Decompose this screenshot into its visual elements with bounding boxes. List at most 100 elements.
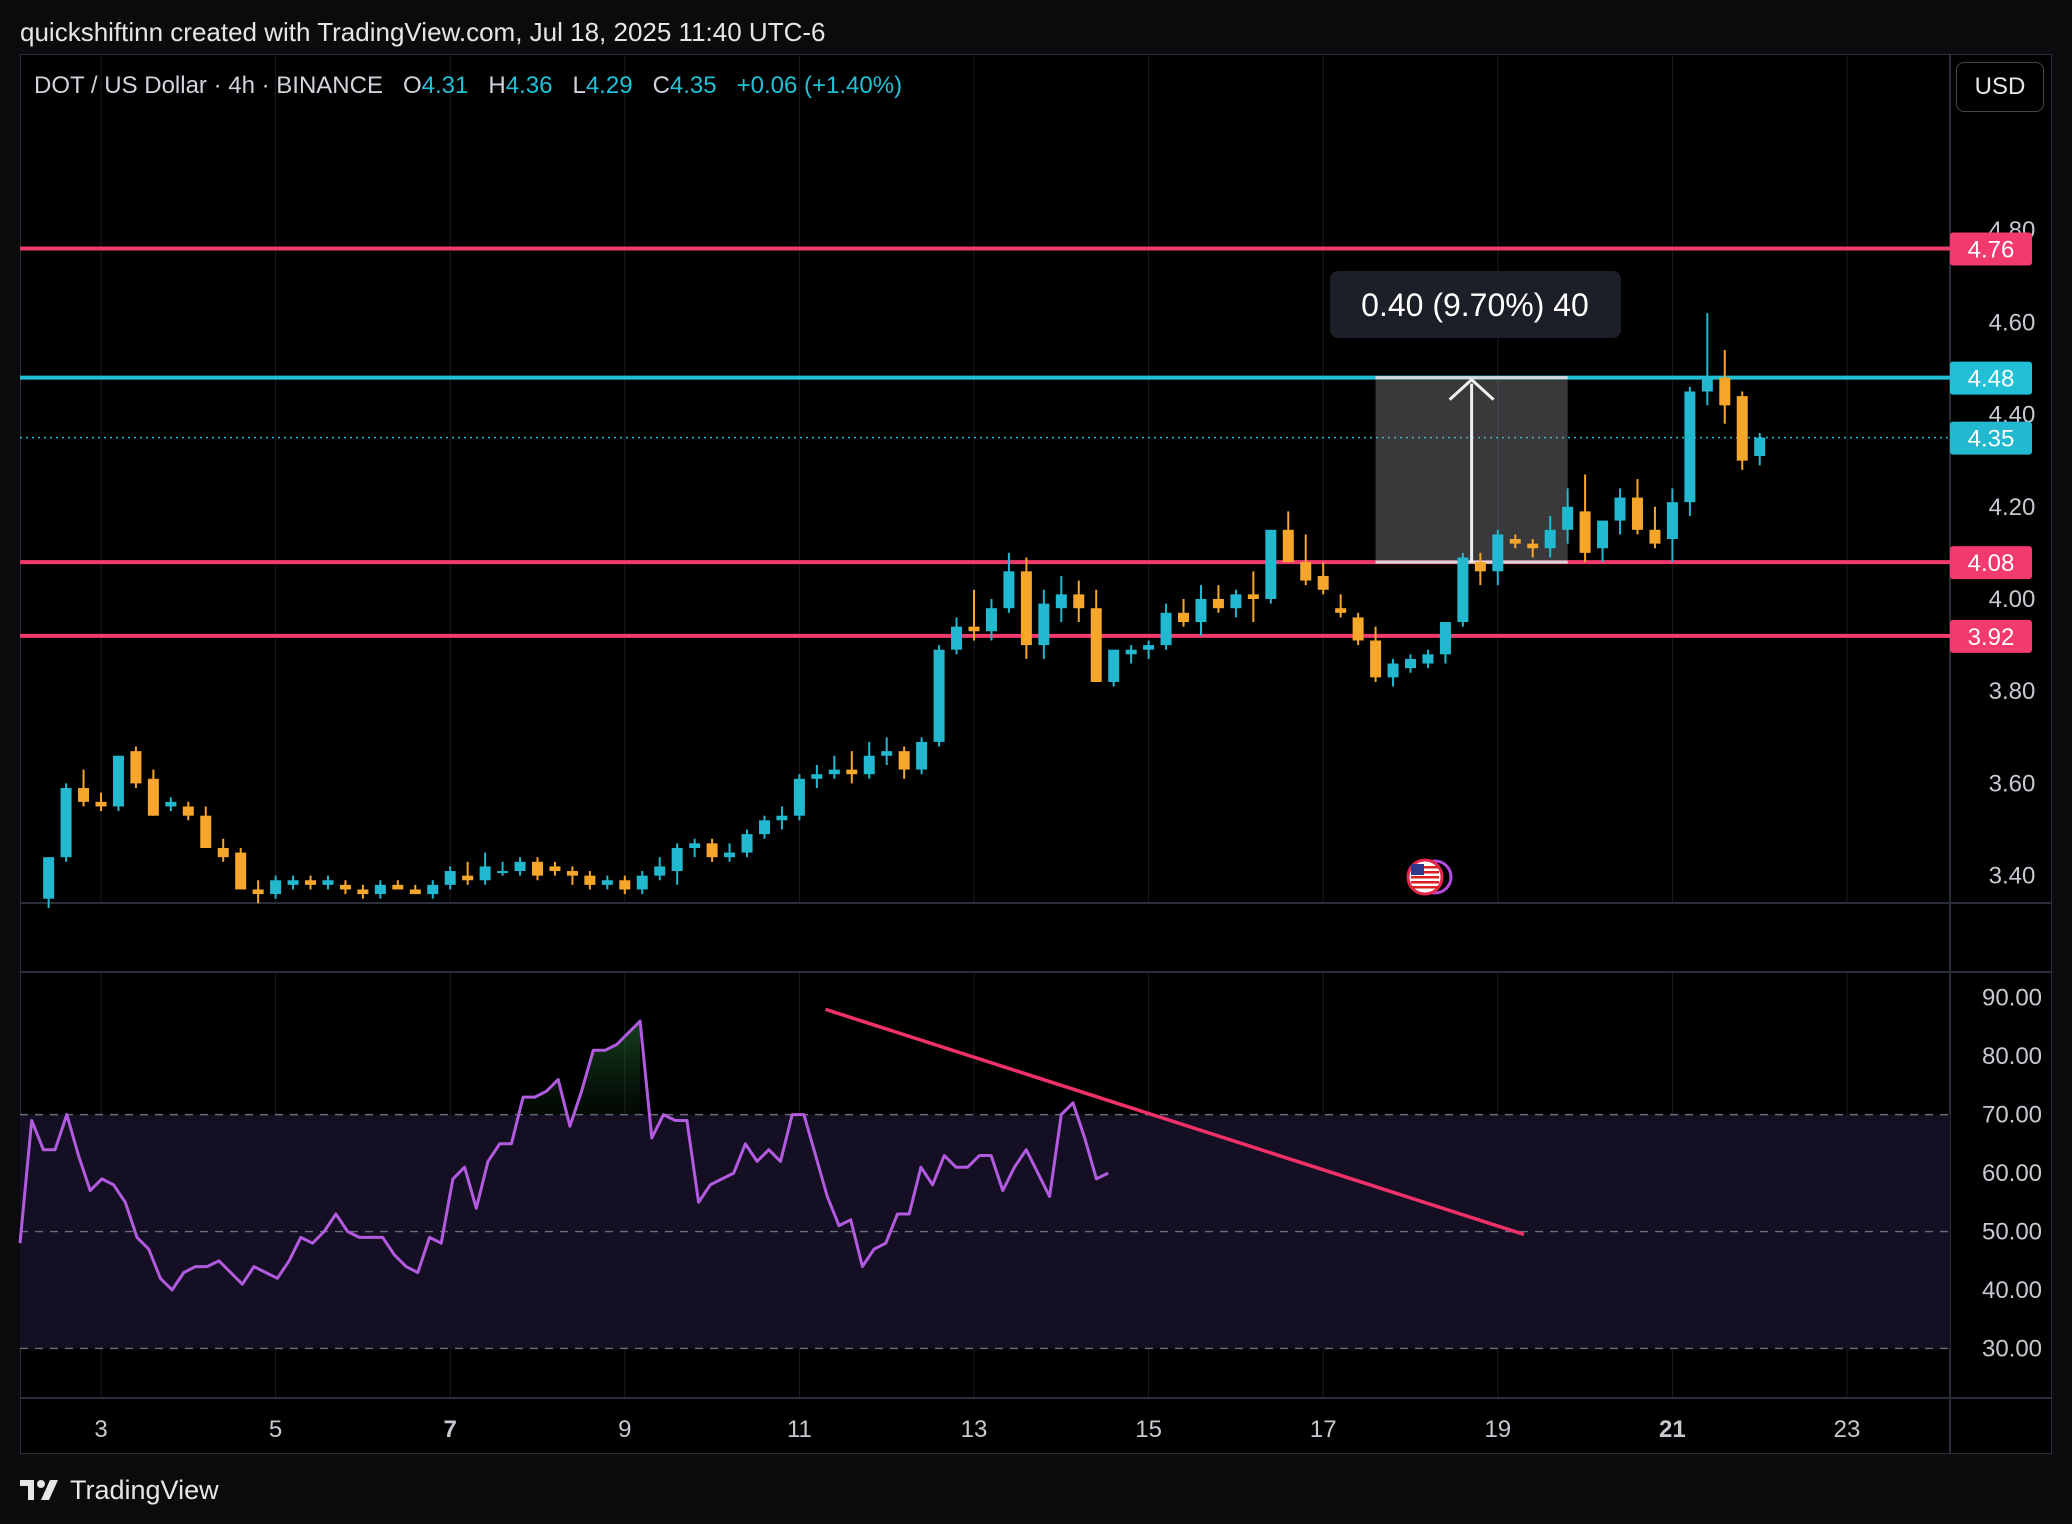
candle-body — [1439, 622, 1451, 655]
candle-body — [235, 852, 247, 890]
candle — [881, 737, 893, 765]
close-value: 4.35 — [669, 72, 717, 99]
time-tick-label: 9 — [618, 1416, 631, 1443]
candle — [287, 875, 299, 890]
candle-body — [636, 875, 648, 890]
candle — [1108, 649, 1120, 687]
time-tick-label: 15 — [1135, 1416, 1162, 1443]
candle-body — [1719, 377, 1731, 406]
candle-body — [1178, 612, 1190, 623]
candle — [497, 861, 509, 876]
candle-body — [776, 815, 788, 821]
candle-body — [1405, 658, 1416, 669]
candle — [1282, 511, 1294, 563]
candle-body — [1387, 663, 1399, 678]
candle-body — [1282, 529, 1294, 563]
candle-body — [444, 871, 456, 885]
rsi-tick-label: 40.00 — [1982, 1277, 2042, 1304]
symbol-legend[interactable]: DOT / US Dollar · 4h · BINANCE O4.31 H4.… — [34, 70, 902, 102]
candle-body — [1562, 506, 1574, 530]
candle-body — [1195, 598, 1207, 623]
candle-body — [1527, 543, 1539, 549]
candle-body — [1020, 571, 1032, 646]
candle-body — [1736, 396, 1748, 461]
candle — [1125, 645, 1137, 664]
level-price-tag: 4.48 — [1968, 366, 2015, 393]
footer-brand[interactable]: TradingView — [20, 1470, 219, 1510]
candle-body — [1038, 603, 1050, 646]
rsi-tick-label: 60.00 — [1982, 1160, 2042, 1187]
candle-body — [78, 788, 90, 802]
current-price-tag: 4.35 — [1968, 426, 2015, 453]
candle — [654, 857, 666, 881]
candle-body — [1614, 497, 1626, 521]
candle — [1335, 594, 1347, 618]
candle-body — [147, 778, 159, 816]
low-label: L — [572, 72, 586, 99]
change-value: +0.06 (+1.40%) — [736, 72, 903, 99]
flag-stripe — [1411, 876, 1439, 879]
candle-body — [1492, 534, 1504, 572]
candle-body — [1300, 562, 1312, 581]
candle — [182, 801, 194, 821]
candle — [1684, 386, 1696, 516]
rsi-overbought-fill — [523, 1021, 641, 1115]
candle-body — [497, 871, 509, 874]
candle — [863, 741, 875, 779]
candle-body — [1474, 562, 1486, 572]
candle-body — [898, 751, 910, 770]
rsi-trendline — [825, 1007, 1525, 1237]
candle-body — [916, 741, 928, 770]
candle-body — [1509, 539, 1521, 544]
candle — [392, 880, 404, 890]
brand-name: TradingView — [70, 1475, 219, 1505]
candle — [1754, 432, 1766, 466]
candle-body — [566, 871, 578, 876]
candle — [427, 880, 439, 899]
candle-body — [43, 857, 55, 899]
time-tick-label: 5 — [269, 1416, 282, 1443]
candle — [532, 857, 543, 881]
candle — [43, 857, 55, 908]
flag-canton — [1411, 864, 1424, 875]
candle-body — [322, 880, 334, 885]
candle-body — [968, 626, 980, 632]
candle — [828, 755, 840, 779]
candle — [1317, 562, 1329, 595]
candle-body — [863, 755, 875, 775]
candle-body — [601, 880, 613, 885]
currency-button[interactable]: USD — [1956, 62, 2044, 112]
candle-body — [357, 889, 369, 895]
candle — [741, 829, 753, 858]
candle — [1719, 349, 1731, 424]
candle — [1195, 585, 1207, 636]
symbol-name[interactable]: DOT / US Dollar · 4h · BINANCE — [34, 72, 383, 99]
candle — [776, 806, 788, 830]
candle-body — [619, 880, 631, 890]
candle — [584, 871, 596, 890]
candle — [130, 746, 142, 789]
candle-body — [1212, 598, 1224, 609]
candle — [898, 746, 910, 779]
candle — [689, 838, 701, 858]
price-tick-label: 4.20 — [1989, 494, 2036, 521]
candle-body — [112, 755, 124, 807]
current-price-tag-bg — [1950, 421, 2032, 455]
candle-body — [217, 847, 229, 858]
horizontal-levels — [20, 246, 1950, 638]
candle-body — [60, 788, 72, 858]
candle — [724, 843, 736, 862]
time-tick-label: 7 — [444, 1416, 457, 1443]
candle-body — [1073, 594, 1085, 609]
rsi-tick-label: 70.00 — [1982, 1102, 2042, 1129]
price-tick-label: 3.60 — [1989, 770, 2036, 797]
candle-body — [305, 880, 317, 885]
candle-body — [741, 834, 753, 853]
rsi-indicator — [18, 1007, 1525, 1292]
candle-body — [182, 806, 194, 816]
level-price-tag-bg — [1950, 619, 2032, 653]
candle — [1300, 534, 1312, 586]
candle-body — [881, 751, 893, 756]
candle — [1701, 313, 1713, 406]
